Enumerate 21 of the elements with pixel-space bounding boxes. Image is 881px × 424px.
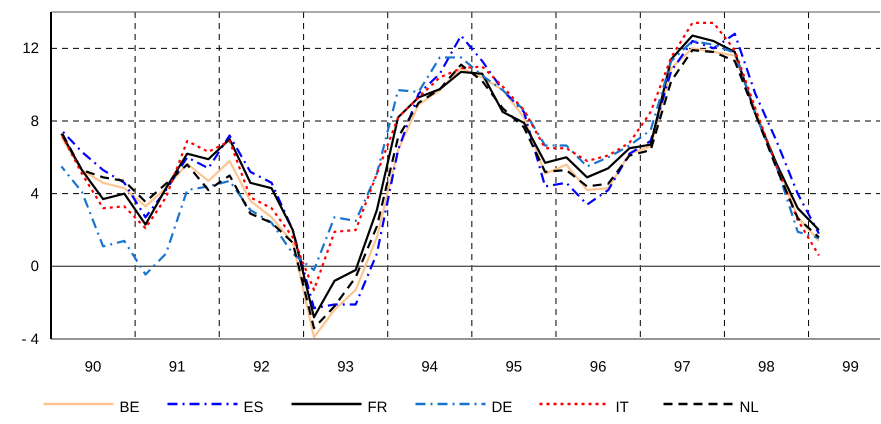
legend-label: NL (740, 399, 759, 416)
x-tick-label: 95 (505, 358, 522, 376)
legend-label: BE (120, 399, 140, 416)
y-tick-label: 0 (30, 258, 39, 276)
legend-label: IT (616, 399, 629, 416)
x-tick-label: 91 (168, 358, 186, 376)
y-tick-label: 8 (30, 112, 39, 130)
x-tick-label: 94 (421, 358, 438, 376)
y-tick-label: - 4 (21, 330, 39, 348)
x-tick-label: 93 (337, 358, 354, 376)
x-tick-label: 96 (590, 358, 606, 376)
x-tick-label: 90 (84, 358, 102, 376)
legend-label: FR (368, 399, 388, 416)
y-tick-label: 12 (22, 40, 39, 58)
y-tick-label: 4 (30, 185, 39, 202)
x-tick-label: 99 (842, 358, 859, 376)
x-tick-label: 97 (674, 358, 691, 376)
x-tick-label: 92 (253, 358, 270, 376)
legend-label: ES (244, 399, 264, 416)
x-tick-label: 98 (758, 358, 775, 376)
legend-label: DE (492, 399, 512, 416)
